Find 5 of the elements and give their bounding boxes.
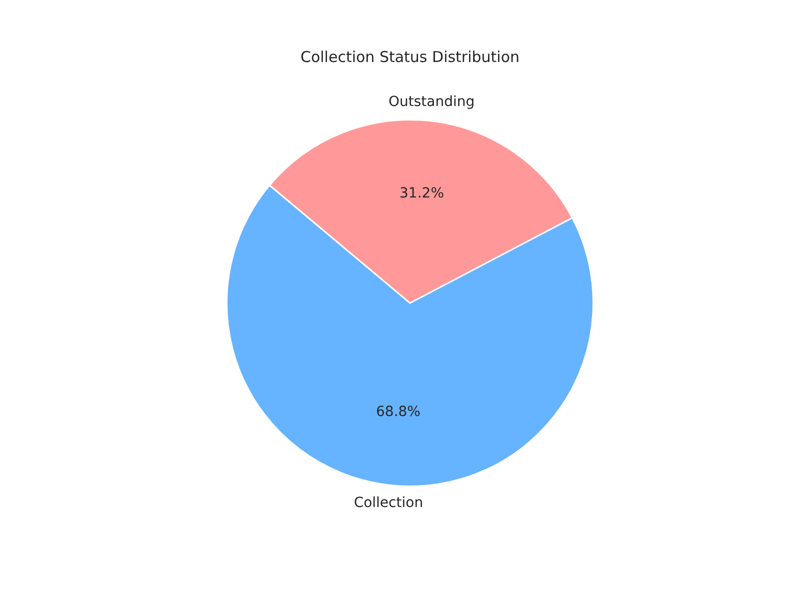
data-label: 68.8% [376, 404, 420, 420]
data-label: 31.2% [400, 185, 444, 202]
chart-title: Collection Status Distribution [300, 48, 520, 66]
slice-label: Outstanding [388, 94, 475, 110]
slice-label: Collection [354, 495, 424, 512]
